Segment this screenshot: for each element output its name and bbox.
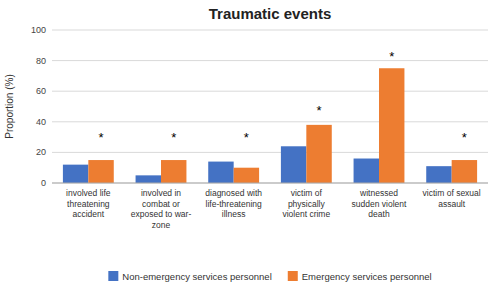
x-tick-label-line: threatening — [67, 199, 110, 209]
y-axis-label: Proportion (%) — [4, 74, 15, 138]
x-tick-label-line: illness — [222, 209, 246, 219]
y-tick-label: 100 — [31, 25, 46, 35]
grid-line — [52, 121, 488, 122]
grid-line — [52, 91, 488, 92]
x-axis-line — [52, 183, 488, 184]
bar — [208, 162, 233, 183]
x-tick-label-line: exposed to war- — [131, 209, 192, 219]
x-tick-label: involved incombat orexposed to war-zone — [131, 188, 192, 230]
x-tick-label-line: assault — [438, 199, 466, 209]
bar — [354, 159, 379, 183]
x-tick-label-line: life-threatening — [206, 199, 263, 209]
x-tick-label-line: sudden violent — [352, 199, 407, 209]
y-tick-label: 40 — [36, 117, 46, 127]
x-tick-label-line: involved in — [141, 188, 181, 198]
y-tick-label: 20 — [36, 147, 46, 157]
x-tick-label-line: combat or — [142, 199, 180, 209]
bar — [426, 166, 451, 183]
bar — [234, 168, 259, 183]
title: Traumatic events — [209, 5, 332, 22]
annotation: * — [171, 130, 176, 145]
bar — [306, 125, 331, 183]
legend-swatch — [288, 271, 298, 281]
annotation: * — [244, 130, 249, 145]
grid-line — [52, 183, 488, 184]
grid-line — [52, 152, 488, 153]
x-tick-label-line: diagnosed with — [205, 188, 262, 198]
x-tick-label: witnessedsudden violentdeath — [352, 188, 407, 219]
x-tick-label-line: zone — [152, 220, 171, 230]
legend-label: Emergency services personnel — [302, 271, 432, 282]
grid — [52, 30, 488, 183]
x-tick-label-line: witnessed — [359, 188, 398, 198]
y-tick-label: 80 — [36, 56, 46, 66]
bar — [136, 175, 161, 183]
annotation: * — [317, 103, 322, 118]
bars — [63, 68, 477, 183]
bar — [452, 160, 477, 183]
x-tick-label-line: victim of — [291, 188, 323, 198]
legend-swatch — [108, 271, 118, 281]
bar — [281, 146, 306, 183]
annotation: * — [462, 130, 467, 145]
bar — [63, 165, 88, 183]
x-tick-label-line: physically — [288, 199, 326, 209]
grid-line — [52, 30, 488, 31]
annotation: * — [99, 130, 104, 145]
x-tick-label-line: death — [368, 209, 390, 219]
x-tick-label-line: involved life — [66, 188, 111, 198]
grid-line — [52, 60, 488, 61]
bar — [161, 160, 186, 183]
x-tick-label: diagnosed withlife-threateningillness — [205, 188, 262, 219]
y-tick-label: 60 — [36, 86, 46, 96]
bar — [379, 68, 404, 183]
bar — [88, 160, 113, 183]
legend: Non-emergency services personnel Emergenc… — [108, 271, 431, 282]
x-tick-label-line: violent crime — [282, 209, 330, 219]
legend-label: Non-emergency services personnel — [122, 271, 271, 282]
x-tick-label-line: victim of sexual — [423, 188, 481, 198]
chart: Traumatic events Proportion (%) 0 20 40 60 80 1… — [0, 0, 500, 293]
x-tick-label: victim ofphysicallyviolent crime — [282, 188, 330, 219]
annotation: * — [389, 49, 394, 64]
x-tick-label-line: accident — [72, 209, 104, 219]
y-tick-label: 0 — [41, 178, 46, 188]
x-tick-label: involved lifethreateningaccident — [66, 188, 111, 219]
x-tick-label: victim of sexualassault — [423, 188, 481, 209]
